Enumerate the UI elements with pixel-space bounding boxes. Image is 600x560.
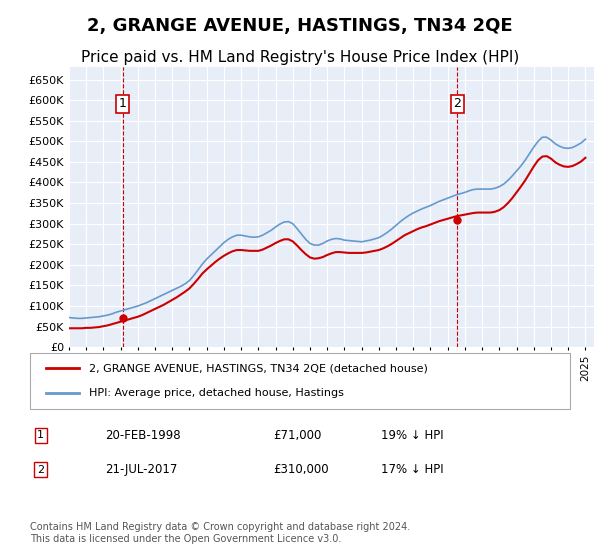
Text: 21-JUL-2017: 21-JUL-2017	[106, 463, 178, 476]
Text: 19% ↓ HPI: 19% ↓ HPI	[381, 429, 443, 442]
Text: 2: 2	[37, 465, 44, 475]
Text: 1: 1	[37, 430, 44, 440]
Text: HPI: Average price, detached house, Hastings: HPI: Average price, detached house, Hast…	[89, 388, 344, 398]
Text: 1: 1	[119, 97, 127, 110]
Text: 17% ↓ HPI: 17% ↓ HPI	[381, 463, 443, 476]
Text: 2, GRANGE AVENUE, HASTINGS, TN34 2QE (detached house): 2, GRANGE AVENUE, HASTINGS, TN34 2QE (de…	[89, 363, 428, 374]
Text: 2: 2	[453, 97, 461, 110]
Text: £71,000: £71,000	[273, 429, 322, 442]
Text: Price paid vs. HM Land Registry's House Price Index (HPI): Price paid vs. HM Land Registry's House …	[81, 50, 519, 66]
Text: 20-FEB-1998: 20-FEB-1998	[106, 429, 181, 442]
Text: Contains HM Land Registry data © Crown copyright and database right 2024.
This d: Contains HM Land Registry data © Crown c…	[30, 522, 410, 544]
Text: 2, GRANGE AVENUE, HASTINGS, TN34 2QE: 2, GRANGE AVENUE, HASTINGS, TN34 2QE	[87, 17, 513, 35]
FancyBboxPatch shape	[30, 353, 570, 409]
Text: £310,000: £310,000	[273, 463, 329, 476]
